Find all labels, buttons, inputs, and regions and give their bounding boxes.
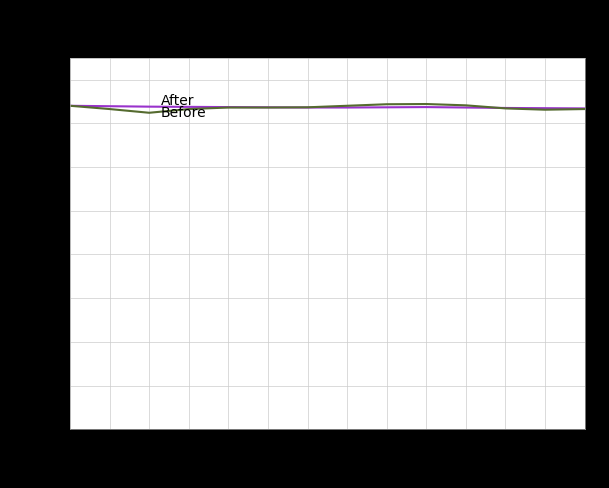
Text: Before: Before xyxy=(161,105,206,120)
Text: After: After xyxy=(161,94,195,108)
